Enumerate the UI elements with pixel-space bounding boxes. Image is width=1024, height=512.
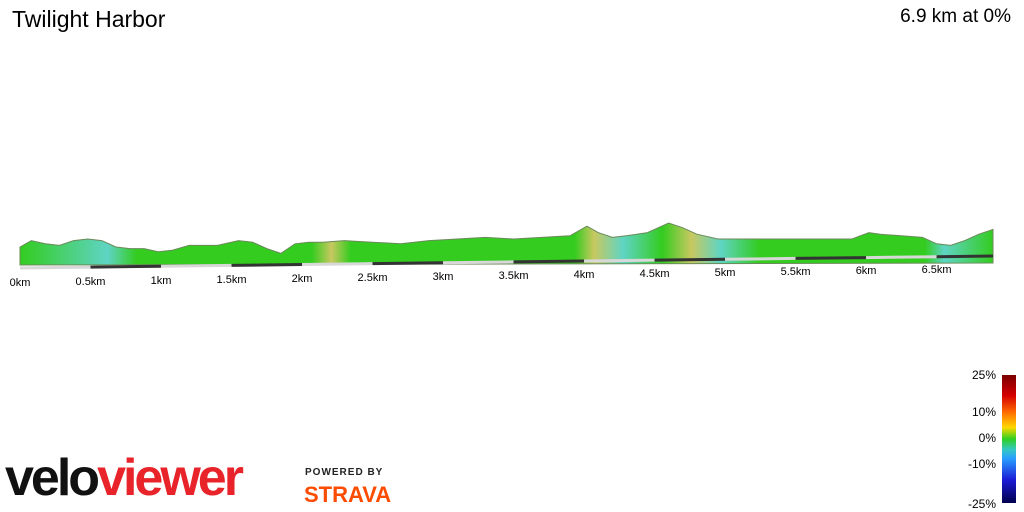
profile-area-group (19, 222, 994, 266)
x-tick-label: 0km (10, 277, 31, 289)
logo-viewer-text: viewer (97, 449, 244, 507)
colorbar-label-neg10: -10% (967, 457, 996, 471)
gradient-colorbar (1002, 375, 1016, 503)
colorbar-label-25: 25% (971, 368, 996, 382)
x-tick-label: 5km (715, 267, 736, 279)
colorbar-label-neg25: -25% (967, 497, 996, 511)
tick-label-group: 0km 0.5km 1km 1.5km 2km 2.5km 3km 3.5km 4km 4.5km… (10, 264, 952, 289)
elevation-profile-chart: 0km 0.5km 1km 1.5km 2km 2.5km 3km 3.5km 4km 4.5km… (10, 222, 994, 289)
colorbar-label-10: 10% (971, 405, 996, 419)
x-tick-label: 1km (151, 275, 172, 287)
x-tick-label: 6.5km (922, 264, 952, 276)
baseline-segment (160, 263, 232, 268)
baseline-segment (302, 262, 373, 267)
strava-logo: STRAVA (304, 482, 392, 507)
baseline-segment (19, 265, 91, 270)
baseline-segment (584, 258, 655, 263)
baseline-segment (231, 263, 303, 267)
x-tick-label: 0.5km (76, 276, 106, 288)
baseline-segment (443, 260, 514, 265)
baseline-segment (725, 256, 796, 261)
x-tick-label: 4.5km (640, 268, 670, 280)
baseline-segment (372, 261, 444, 266)
baseline-group (19, 254, 994, 270)
x-tick-label: 6km (856, 265, 877, 277)
baseline-segment (90, 264, 162, 269)
route-title: Twilight Harbor (12, 6, 166, 32)
colorbar-label-0: 0% (978, 431, 996, 445)
x-tick-label: 3km (433, 271, 454, 283)
x-tick-label: 4km (574, 269, 595, 281)
x-tick-label: 2.5km (358, 272, 388, 284)
x-tick-label: 1.5km (217, 274, 247, 286)
route-summary: 6.9 km at 0% (900, 6, 1011, 27)
logo-velo-text: velo (5, 449, 100, 507)
baseline-segment (936, 254, 994, 259)
x-tick-label: 2km (292, 273, 313, 285)
baseline-segment (654, 257, 726, 262)
powered-by-label: POWERED BY (305, 467, 384, 478)
x-tick-label: 5.5km (781, 266, 811, 278)
profile-area (19, 222, 994, 266)
veloviewer-logo: veloviewer (5, 449, 244, 507)
baseline-segment (795, 256, 867, 260)
baseline-segment (513, 259, 585, 264)
baseline-segment (866, 255, 937, 260)
x-tick-label: 3.5km (499, 270, 529, 282)
